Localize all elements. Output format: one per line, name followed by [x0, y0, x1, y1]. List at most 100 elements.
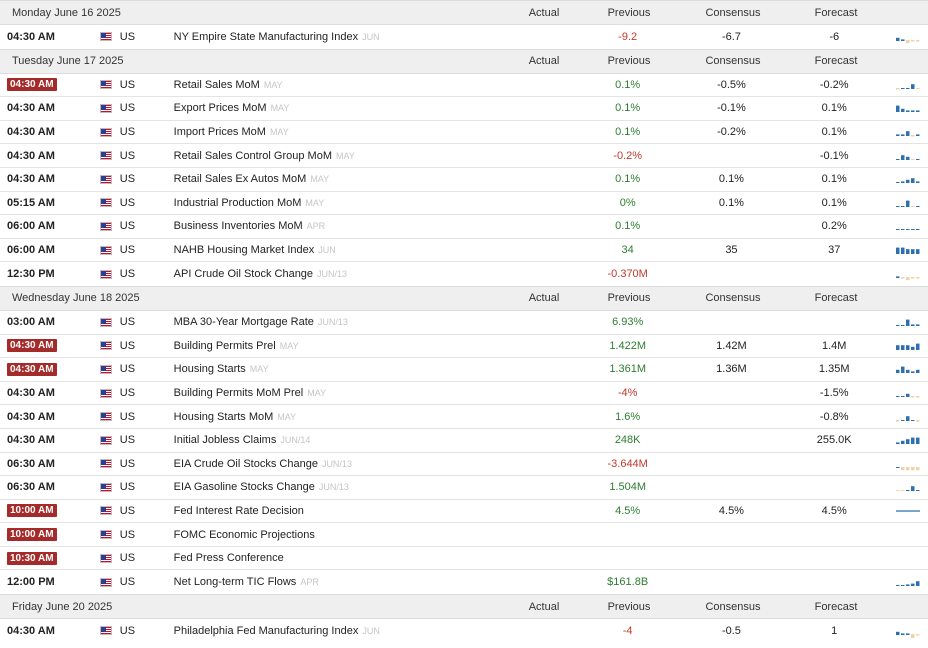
event-country[interactable]: US: [119, 78, 136, 91]
event-country[interactable]: US: [119, 339, 136, 352]
sparkline-icon[interactable]: [896, 575, 920, 589]
event-name-link[interactable]: Philadelphia Fed Manufacturing Index: [173, 624, 359, 637]
event-name-link[interactable]: Fed Interest Rate Decision: [173, 504, 304, 517]
event-row[interactable]: 04:30 AM US Retail Sales Control Group MoM…: [0, 144, 928, 168]
event-name-cell[interactable]: Export Prices MoM MAY: [174, 102, 513, 114]
event-row[interactable]: 04:30 AM US Housing Starts MAY 1.361M 1.36M 1.…: [0, 358, 928, 382]
sparkline-icon[interactable]: [896, 315, 920, 329]
event-name-cell[interactable]: Building Permits MoM Prel MAY: [174, 387, 513, 399]
event-name-link[interactable]: Retail Sales MoM: [173, 78, 260, 91]
event-name-link[interactable]: NY Empire State Manufacturing Index: [173, 30, 359, 43]
event-name-cell[interactable]: Retail Sales MoM MAY: [174, 79, 513, 91]
event-name-cell[interactable]: Import Prices MoM MAY: [174, 126, 513, 138]
sparkline-icon[interactable]: [896, 101, 920, 115]
spark-cell[interactable]: [888, 480, 928, 494]
event-name-cell[interactable]: NAHB Housing Market Index JUN: [174, 244, 513, 256]
sparkline-icon[interactable]: [896, 219, 920, 233]
event-name-link[interactable]: Import Prices MoM: [173, 126, 266, 139]
event-country[interactable]: US: [119, 363, 136, 376]
sparkline-icon[interactable]: [896, 504, 921, 518]
sparkline-icon[interactable]: [896, 196, 920, 210]
sparkline-icon[interactable]: [896, 78, 920, 92]
event-name-cell[interactable]: Retail Sales Control Group MoM MAY: [174, 150, 513, 162]
event-country[interactable]: US: [119, 387, 136, 400]
event-name-link[interactable]: Housing Starts MoM: [173, 410, 274, 423]
event-name-cell[interactable]: EIA Crude Oil Stocks Change JUN/13: [174, 458, 513, 470]
event-name-link[interactable]: Industrial Production MoM: [173, 196, 302, 209]
event-name-link[interactable]: FOMC Economic Projections: [173, 528, 315, 541]
spark-cell[interactable]: [888, 101, 928, 115]
event-name-cell[interactable]: MBA 30-Year Mortgage Rate JUN/13: [174, 316, 513, 328]
spark-cell[interactable]: [888, 78, 928, 92]
sparkline-icon[interactable]: [896, 172, 920, 186]
sparkline-icon[interactable]: [896, 149, 920, 163]
event-name-link[interactable]: Housing Starts: [173, 363, 246, 376]
event-country[interactable]: US: [119, 457, 136, 470]
event-country[interactable]: US: [119, 434, 136, 447]
event-row[interactable]: 04:30 AM US Import Prices MoM MAY 0.1% -0.2% 0…: [0, 121, 928, 145]
spark-cell[interactable]: [888, 196, 928, 210]
event-name-cell[interactable]: Net Long-term TIC Flows APR: [174, 576, 513, 588]
event-name-link[interactable]: Net Long-term TIC Flows: [173, 576, 297, 589]
spark-cell[interactable]: [888, 125, 928, 139]
spark-cell[interactable]: [888, 362, 928, 376]
event-row[interactable]: 06:00 AM US Business Inventories MoM APR 0.1…: [0, 215, 928, 239]
event-row[interactable]: 05:15 AM US Industrial Production MoM MAY 0%…: [0, 192, 928, 216]
event-name-link[interactable]: Business Inventories MoM: [173, 220, 303, 233]
event-name-cell[interactable]: Housing Starts MAY: [174, 363, 513, 375]
event-name-cell[interactable]: API Crude Oil Stock Change JUN/13: [174, 268, 513, 280]
event-country[interactable]: US: [119, 102, 136, 115]
sparkline-icon[interactable]: [896, 480, 920, 494]
event-name-link[interactable]: Retail Sales Ex Autos MoM: [173, 173, 307, 186]
event-row[interactable]: 04:30 AM US Building Permits Prel MAY 1.422M…: [0, 335, 928, 359]
sparkline-icon[interactable]: [896, 624, 920, 638]
sparkline-icon[interactable]: [896, 410, 920, 424]
event-name-cell[interactable]: Housing Starts MoM MAY: [174, 411, 513, 423]
event-name-link[interactable]: Building Permits Prel: [173, 339, 276, 352]
event-row[interactable]: 04:30 AM US Philadelphia Fed Manufacturing…: [0, 619, 928, 643]
event-name-cell[interactable]: Philadelphia Fed Manufacturing Index JUN: [174, 625, 513, 637]
event-name-link[interactable]: EIA Crude Oil Stocks Change: [173, 457, 318, 470]
event-country[interactable]: US: [119, 196, 136, 209]
spark-cell[interactable]: [888, 219, 928, 233]
event-name-link[interactable]: Export Prices MoM: [173, 102, 267, 115]
event-row[interactable]: 04:30 AM US Export Prices MoM MAY 0.1% -0.1% 0…: [0, 97, 928, 121]
event-name-link[interactable]: EIA Gasoline Stocks Change: [173, 481, 315, 494]
event-row[interactable]: 04:30 AM US Retail Sales MoM MAY 0.1% -0.5% -0…: [0, 74, 928, 98]
sparkline-icon[interactable]: [896, 362, 920, 376]
spark-cell[interactable]: [888, 457, 928, 471]
spark-cell[interactable]: [888, 339, 928, 353]
event-row[interactable]: 12:30 PM US API Crude Oil Stock Change JUN/…: [0, 262, 928, 286]
event-country[interactable]: US: [119, 528, 136, 541]
spark-cell[interactable]: [888, 575, 928, 589]
event-name-cell[interactable]: Retail Sales Ex Autos MoM MAY: [174, 173, 513, 185]
event-country[interactable]: US: [119, 126, 136, 139]
sparkline-icon[interactable]: [896, 457, 920, 471]
event-name-link[interactable]: Initial Jobless Claims: [173, 434, 277, 447]
spark-cell[interactable]: [888, 149, 928, 163]
event-name-cell[interactable]: Business Inventories MoM APR: [174, 220, 513, 232]
event-row[interactable]: 10:00 AM US FOMC Economic Projections: [0, 523, 928, 547]
spark-cell[interactable]: [888, 267, 928, 281]
event-name-link[interactable]: Building Permits MoM Prel: [173, 387, 304, 400]
spark-cell[interactable]: [888, 172, 928, 186]
event-name-link[interactable]: Retail Sales Control Group MoM: [173, 149, 332, 162]
event-country[interactable]: US: [119, 220, 136, 233]
event-row[interactable]: 04:30 AM US Initial Jobless Claims JUN/14 24…: [0, 429, 928, 453]
event-country[interactable]: US: [119, 504, 136, 517]
event-row[interactable]: 10:00 AM US Fed Interest Rate Decision 4.5%…: [0, 500, 928, 524]
sparkline-icon[interactable]: [896, 243, 920, 257]
spark-cell[interactable]: [888, 386, 928, 400]
sparkline-icon[interactable]: [896, 386, 920, 400]
event-row[interactable]: 04:30 AM US Housing Starts MoM MAY 1.6% -0.8%: [0, 405, 928, 429]
event-name-cell[interactable]: Fed Interest Rate Decision: [174, 505, 513, 517]
event-row[interactable]: 12:00 PM US Net Long-term TIC Flows APR $161…: [0, 570, 928, 594]
event-name-cell[interactable]: NY Empire State Manufacturing Index JUN: [174, 31, 513, 43]
event-name-link[interactable]: Fed Press Conference: [173, 552, 284, 565]
event-country[interactable]: US: [119, 481, 136, 494]
spark-cell[interactable]: [888, 504, 928, 518]
event-country[interactable]: US: [119, 316, 136, 329]
event-name-link[interactable]: NAHB Housing Market Index: [173, 244, 315, 257]
spark-cell[interactable]: [888, 410, 928, 424]
event-name-cell[interactable]: EIA Gasoline Stocks Change JUN/13: [174, 481, 513, 493]
